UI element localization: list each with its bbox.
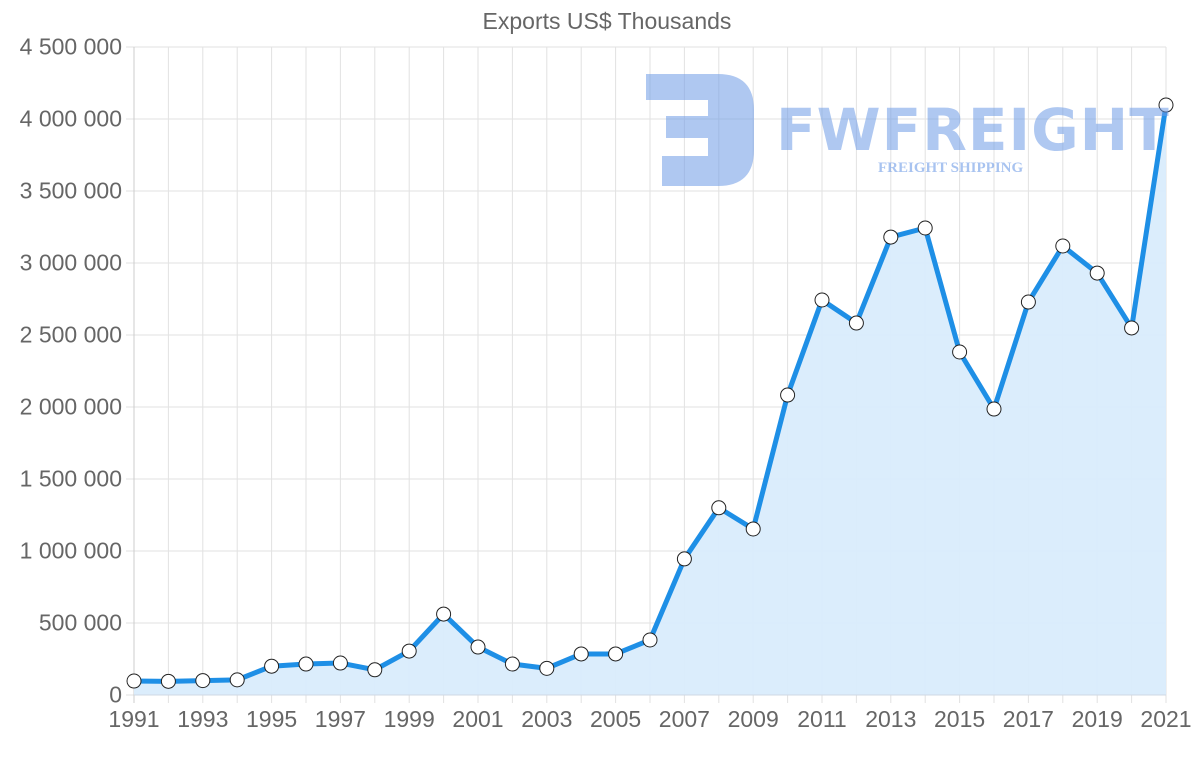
chart-title: Exports US$ Thousands [482, 8, 732, 34]
data-point-2006[interactable] [642, 632, 658, 648]
y-tick-label: 1 000 000 [19, 537, 122, 564]
data-point-2018[interactable] [1055, 238, 1071, 254]
data-point-2005[interactable] [608, 646, 624, 662]
x-tick-label: 2011 [797, 706, 847, 732]
x-tick-label: 2015 [934, 706, 986, 732]
data-point-1996[interactable] [298, 656, 314, 672]
x-tick-label: 2017 [1002, 706, 1054, 732]
x-tick-label: 2021 [1140, 706, 1192, 732]
x-tick-label: 1993 [177, 706, 229, 732]
y-tick-label: 4 500 000 [19, 33, 122, 60]
data-point-2020[interactable] [1124, 320, 1140, 336]
data-point-2010[interactable] [780, 387, 796, 403]
data-point-2003[interactable] [539, 660, 555, 676]
area-fill [134, 105, 1166, 696]
y-tick-label: 4 000 000 [19, 105, 122, 132]
x-tick-label: 2005 [590, 706, 642, 732]
y-tick-label: 2 000 000 [19, 393, 122, 420]
data-point-2021[interactable] [1158, 97, 1174, 113]
x-tick-label: 1995 [246, 706, 298, 732]
y-tick-label: 3 000 000 [19, 249, 122, 276]
data-point-2015[interactable] [952, 344, 968, 360]
data-point-1992[interactable] [160, 673, 176, 689]
x-tick-label: 1991 [108, 706, 160, 732]
data-point-2001[interactable] [470, 639, 486, 655]
data-point-2016[interactable] [986, 401, 1002, 417]
data-point-2008[interactable] [711, 500, 727, 516]
y-tick-label: 1 500 000 [19, 465, 122, 492]
data-point-1995[interactable] [264, 658, 280, 674]
data-point-2011[interactable] [814, 292, 830, 308]
data-point-2002[interactable] [504, 656, 520, 672]
data-point-1994[interactable] [229, 672, 245, 688]
data-point-2007[interactable] [676, 551, 692, 567]
data-point-2012[interactable] [848, 315, 864, 331]
data-point-2014[interactable] [917, 220, 933, 236]
data-point-2017[interactable] [1020, 294, 1036, 310]
x-tick-label: 2003 [521, 706, 573, 732]
x-tick-label: 2013 [865, 706, 917, 732]
y-tick-label: 2 500 000 [19, 321, 122, 348]
x-tick-label: 2001 [452, 706, 504, 732]
data-point-2019[interactable] [1089, 265, 1105, 281]
data-point-1997[interactable] [332, 655, 348, 671]
x-tick-label: 2007 [658, 706, 710, 732]
x-tick-label: 2019 [1071, 706, 1123, 732]
data-point-1991[interactable] [126, 673, 142, 689]
data-point-1993[interactable] [195, 673, 211, 689]
data-point-2013[interactable] [883, 229, 899, 245]
x-tick-label: 2009 [727, 706, 779, 732]
y-tick-label: 3 500 000 [19, 177, 122, 204]
data-point-1999[interactable] [401, 643, 417, 659]
y-tick-label: 500 000 [38, 609, 122, 636]
data-point-2004[interactable] [573, 646, 589, 662]
data-point-1998[interactable] [367, 662, 383, 678]
y-tick-label: 0 [109, 681, 122, 708]
data-point-2009[interactable] [745, 521, 761, 537]
data-point-2000[interactable] [436, 606, 452, 622]
x-tick-label: 1997 [314, 706, 366, 732]
x-tick-label: 1999 [383, 706, 435, 732]
